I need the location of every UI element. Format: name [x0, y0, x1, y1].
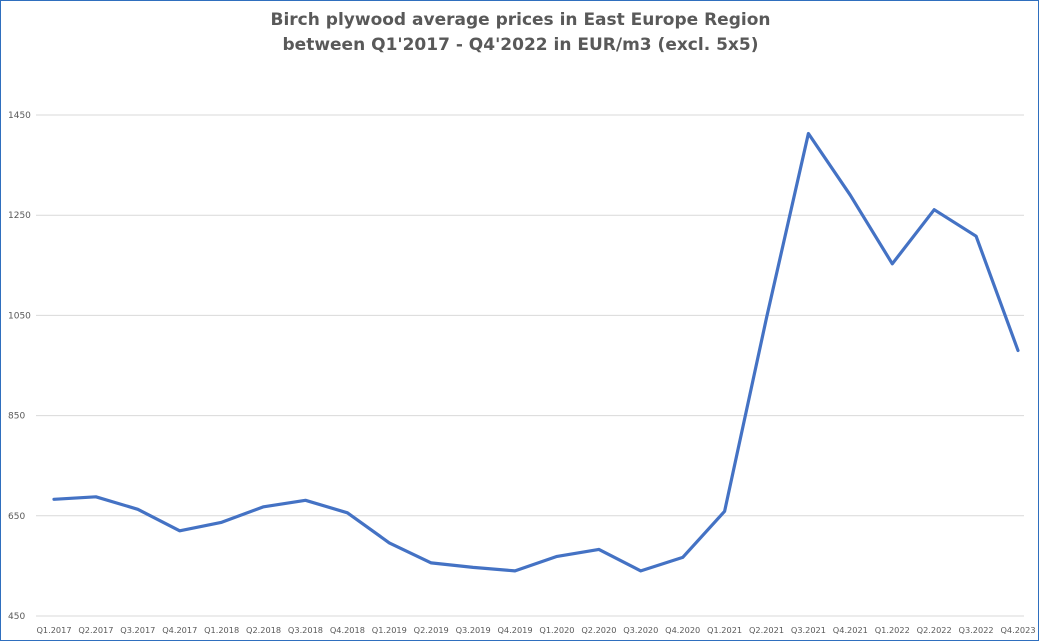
y-axis-ticks: 450 650 850 1050 1250 1450: [8, 111, 31, 622]
data-point: [891, 262, 894, 265]
x-tick-label: Q4.2017: [162, 625, 197, 635]
y-tick-label: 1050: [8, 311, 31, 321]
data-point: [346, 511, 349, 514]
x-tick-label: Q3.2020: [623, 625, 658, 635]
x-tick-label: Q4.2019: [497, 625, 532, 635]
x-tick-label: Q3.2018: [288, 625, 323, 635]
x-tick-label: Q2.2018: [246, 625, 281, 635]
series-group: [52, 131, 1020, 573]
y-tick-label: 1250: [8, 211, 31, 221]
data-point: [430, 561, 433, 564]
x-tick-label: Q4.2021: [833, 625, 868, 635]
x-tick-label: Q3.2021: [791, 625, 826, 635]
data-point: [933, 208, 936, 211]
data-point: [765, 316, 768, 319]
x-tick-label: Q3.2019: [456, 625, 491, 635]
x-tick-label: Q2.2020: [581, 625, 616, 635]
data-point: [220, 521, 223, 524]
chart-title: Birch plywood average prices in East Eur…: [270, 10, 771, 55]
data-point: [555, 555, 558, 558]
data-point: [178, 529, 181, 532]
data-point: [597, 548, 600, 551]
x-tick-label: Q4.2018: [330, 625, 365, 635]
data-point: [262, 505, 265, 508]
series-line: [52, 131, 1020, 573]
x-tick-label: Q2.2017: [78, 625, 113, 635]
x-tick-label: Q1.2022: [875, 625, 910, 635]
data-point: [639, 569, 642, 572]
data-point: [1017, 349, 1020, 352]
gridlines: [36, 114, 1024, 617]
data-point: [975, 235, 978, 238]
x-tick-label: Q4.2023: [1000, 625, 1035, 635]
x-tick-label: Q1.2020: [539, 625, 574, 635]
x-tick-label: Q4.2020: [665, 625, 700, 635]
data-point: [849, 194, 852, 197]
x-tick-label: Q2.2019: [414, 625, 449, 635]
data-point: [94, 495, 97, 498]
data-point: [807, 132, 810, 135]
x-tick-label: Q1.2019: [372, 625, 407, 635]
data-point: [388, 541, 391, 544]
y-tick-label: 850: [8, 412, 25, 422]
data-point: [514, 569, 517, 572]
y-tick-label: 450: [8, 612, 25, 622]
x-tick-label: Q3.2022: [959, 625, 994, 635]
data-point: [681, 556, 684, 559]
y-tick-label: 650: [8, 512, 25, 522]
x-tick-label: Q2.2021: [749, 625, 784, 635]
data-point: [136, 508, 139, 511]
data-point: [304, 499, 307, 502]
x-axis-ticks: Q1.2017 Q2.2017 Q3.2017 Q4.2017 Q1.2018 Q2.20…: [36, 625, 1035, 635]
data-point: [53, 498, 56, 501]
data-point: [472, 566, 475, 569]
data-point: [723, 510, 726, 513]
y-tick-label: 1450: [8, 111, 31, 121]
x-tick-label: Q2.2022: [917, 625, 952, 635]
x-tick-label: Q1.2018: [204, 625, 239, 635]
x-tick-label: Q3.2017: [120, 625, 155, 635]
x-tick-label: Q1.2017: [36, 625, 71, 635]
x-tick-label: Q1.2021: [707, 625, 742, 635]
